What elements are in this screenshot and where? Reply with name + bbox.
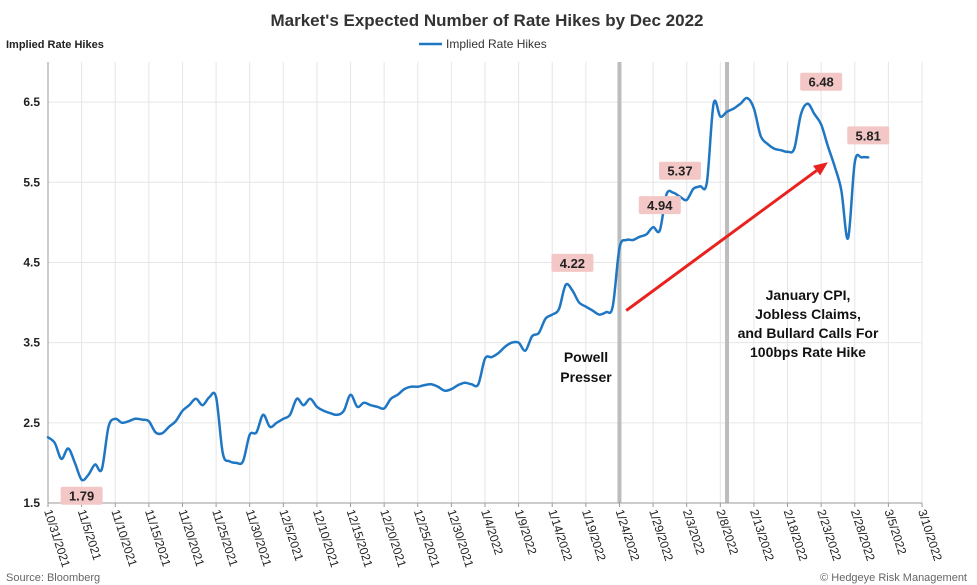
- x-tick-label: 12/30/2021: [445, 508, 477, 570]
- x-tick-label: 12/10/2021: [310, 508, 342, 570]
- callout-background: [847, 126, 890, 145]
- x-tick-label: 11/25/2021: [209, 508, 241, 569]
- x-tick-label: 2/3/2022: [680, 508, 708, 557]
- x-tick-label: 1/9/2022: [512, 508, 540, 557]
- callout-label: 5.37: [667, 164, 692, 179]
- callout-label: 4.22: [560, 256, 585, 271]
- x-tick-label: 3/10/2022: [915, 508, 945, 563]
- annotation-cpi-line-3: and Bullard Calls For: [738, 325, 879, 341]
- callout-background: [638, 196, 681, 215]
- x-tick-label: 12/15/2021: [344, 508, 376, 570]
- x-tick-label: 10/31/2021: [41, 508, 73, 570]
- x-tick-label: 2/23/2022: [814, 508, 844, 563]
- x-tick-label: 11/5/2021: [75, 508, 105, 563]
- annotation-powell-line-1: Powell: [564, 349, 608, 365]
- annotation-cpi-line-2: Jobless Claims,: [755, 306, 861, 322]
- svg-text:January CPI,Jobless Claims,and: January CPI, Jobless Claims, and Bullard C…: [738, 287, 879, 360]
- event-lines: [617, 62, 730, 503]
- annotation-cpi-line-1: January CPI,: [766, 287, 851, 303]
- x-tick-label: 11/30/2021: [243, 508, 275, 569]
- x-tick-label: 1/4/2022: [478, 508, 506, 557]
- x-tick-label: 2/8/2022: [713, 508, 741, 557]
- x-tick-label: 2/28/2022: [848, 508, 878, 563]
- callout-background: [658, 161, 701, 180]
- callout-background: [60, 486, 103, 505]
- y-tick-label: 6.5: [23, 95, 40, 109]
- copyright-note: © Hedgeye Risk Management: [820, 572, 967, 584]
- series-line: [46, 96, 870, 482]
- chart-title: Market's Expected Number of Rate Hikes b…: [270, 11, 703, 30]
- annotation-powell: Powell Presser: [560, 349, 612, 385]
- callout-label: 5.81: [856, 128, 881, 143]
- x-tick-label: 12/25/2021: [411, 508, 443, 570]
- series: [46, 96, 870, 482]
- x-tick-label: 3/5/2022: [882, 508, 910, 557]
- callout-label: 6.48: [808, 75, 833, 90]
- source-note: Source: Bloomberg: [6, 572, 100, 584]
- legend-entry: Implied Rate Hikes: [446, 37, 547, 51]
- x-tick-label: 12/20/2021: [377, 508, 409, 570]
- x-tick-label: 11/20/2021: [176, 508, 208, 569]
- legend: Implied Rate Hikes: [419, 37, 547, 51]
- callout-background: [800, 72, 843, 91]
- y-tick-label: 3.5: [23, 336, 40, 350]
- x-tick-label: 1/24/2022: [613, 508, 643, 563]
- annotation-powell-line-2: Presser: [560, 369, 612, 385]
- y-tick-label: 5.5: [23, 175, 40, 189]
- annotation-cpi-line-4: 100bps Rate Hike: [750, 344, 866, 360]
- x-tick-label: 11/10/2021: [108, 508, 140, 569]
- y-tick-label: 2.5: [23, 416, 40, 430]
- x-tick-label: 1/29/2022: [646, 508, 676, 563]
- x-tick-label: 1/19/2022: [579, 508, 609, 563]
- trend-arrow-head: [813, 162, 828, 176]
- trend-arrow: [625, 162, 828, 312]
- y-axis-label: Implied Rate Hikes: [6, 39, 104, 51]
- annotation-cpi: January CPI, Jobless Claims, and Bullard C…: [738, 287, 879, 360]
- x-tick-label: 2/13/2022: [747, 508, 777, 563]
- callout-background: [551, 253, 594, 272]
- callouts: 1.79 4.22 4.94 5.37 6.48 5.81: [60, 72, 890, 505]
- trend-arrow-shaft: [625, 169, 818, 312]
- x-tick-label: 1/14/2022: [545, 508, 575, 563]
- callout-label: 1.79: [69, 489, 94, 504]
- x-tick-label: 2/18/2022: [781, 508, 811, 563]
- x-tick-label: 11/15/2021: [142, 508, 174, 569]
- x-tick-label: 12/5/2021: [276, 508, 306, 563]
- callout-label: 4.94: [647, 198, 673, 213]
- y-tick-label: 1.5: [23, 496, 40, 510]
- y-tick-label: 4.5: [23, 255, 40, 269]
- grid: [47, 62, 923, 503]
